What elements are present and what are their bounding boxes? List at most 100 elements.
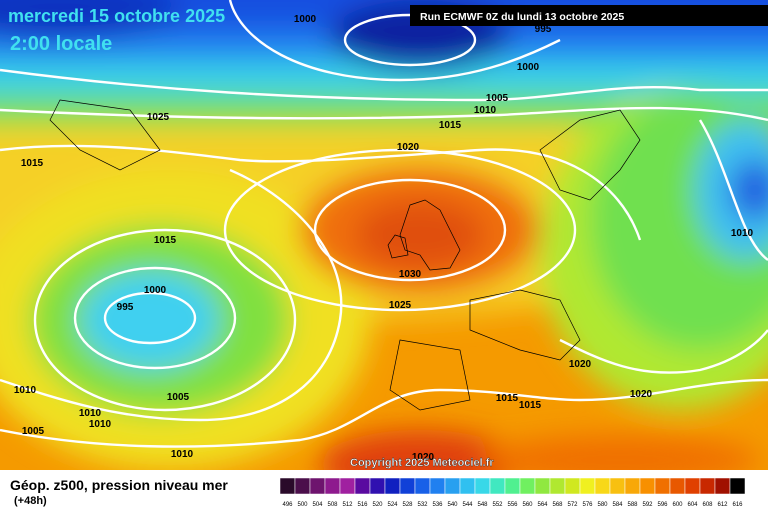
colorbar-tick-label: 516: [357, 502, 368, 508]
colorbar-tick-label: 500: [297, 502, 308, 508]
color-swatch: [429, 477, 446, 495]
color-swatch: [444, 477, 461, 495]
isobar-label: 1020: [569, 359, 592, 370]
color-swatch: [384, 477, 401, 495]
colorbar-tick-label: 544: [462, 502, 473, 508]
color-swatch: [489, 477, 506, 495]
colorbar-tick-label: 604: [687, 502, 698, 508]
color-swatch: [339, 477, 356, 495]
legend-subtitle: (+48h): [14, 495, 47, 507]
color-swatch: [324, 477, 341, 495]
color-swatch: [699, 477, 716, 495]
color-swatch: [609, 477, 626, 495]
color-swatch: [654, 477, 671, 495]
isobars: [0, 0, 768, 448]
color-swatch: [669, 477, 686, 495]
color-swatch: [534, 477, 551, 495]
colorbar-tick-label: 552: [492, 502, 503, 508]
run-box: [410, 5, 768, 26]
color-swatch: [369, 477, 386, 495]
color-swatch: [474, 477, 491, 495]
isobar-label: 1025: [147, 112, 170, 123]
coastlines: [49, 99, 641, 411]
colorbar: 496 500 504 508 512 516 520 524 528 532 536 540 544 5…: [279, 477, 746, 508]
colorbar-tick-label: 588: [627, 502, 638, 508]
isobar-label: 1015: [154, 235, 177, 246]
colorbar-tick-label: 512: [342, 502, 353, 508]
colorbar-tick-label: 496: [282, 502, 293, 508]
isobar-label: 995: [117, 302, 134, 313]
colorbar-tick-label: 528: [402, 502, 413, 508]
color-swatch: [459, 477, 476, 495]
colorbar-tick-label: 504: [312, 502, 323, 508]
color-swatch: [414, 477, 431, 495]
colorbar-tick-label: 524: [387, 502, 398, 508]
color-swatch: [354, 477, 371, 495]
isobar-label: 1005: [22, 426, 45, 437]
field: [0, 0, 768, 470]
isobar-label: 1015: [519, 400, 542, 411]
isobar-label: 1005: [486, 93, 509, 104]
colorbar-tick-label: 532: [417, 502, 428, 508]
isobar-label: 1015: [496, 393, 519, 404]
isobar-label: 1015: [21, 158, 44, 169]
color-swatch: [639, 477, 656, 495]
color-swatch: [519, 477, 536, 495]
color-swatch: [399, 477, 416, 495]
copyright: Copyright 2025 Meteociel.fr: [350, 457, 494, 469]
colorbar-tick-label: 596: [657, 502, 668, 508]
isobar-labels: 1000995100010051010102510151015102010151…: [14, 14, 754, 463]
colorbar-tick-label: 548: [477, 502, 488, 508]
colorbar-tick-label: 508: [327, 502, 338, 508]
colorbar-tick-label: 580: [597, 502, 608, 508]
isobar-label: 1030: [399, 269, 422, 280]
color-swatch: [504, 477, 521, 495]
colorbar-tick-label: 540: [447, 502, 458, 508]
isobar-label: 1010: [79, 408, 102, 419]
isobar-label: 1010: [474, 105, 497, 116]
isobar-label: 1000: [517, 62, 540, 73]
color-swatch: [309, 477, 326, 495]
isobar-label: 1010: [731, 228, 754, 239]
color-swatch: [294, 477, 311, 495]
color-swatch: [624, 477, 641, 495]
time-label: 2:00 locale: [10, 33, 112, 55]
isobar-label: 1010: [89, 419, 112, 430]
colorbar-tick-label: 536: [432, 502, 443, 508]
color-swatch: [279, 477, 296, 495]
color-swatch: [594, 477, 611, 495]
color-swatch: [579, 477, 596, 495]
isobar-label: 1025: [389, 300, 412, 311]
colorbar-tick-label: 560: [522, 502, 533, 508]
isobar-label: 1020: [630, 389, 653, 400]
colorbar-tick-label: 572: [567, 502, 578, 508]
run-label: Run ECMWF 0Z du lundi 13 octobre 2025: [420, 11, 624, 23]
colorbar-tick-label: 556: [507, 502, 518, 508]
color-swatch: [564, 477, 581, 495]
isobar-label: 1020: [397, 142, 420, 153]
isobar-label: 1005: [167, 392, 190, 403]
isobar-label: 1000: [294, 14, 317, 25]
colorbar-tick-label: 584: [612, 502, 623, 508]
colorbar-tick-label: 564: [537, 502, 548, 508]
isobar-label: 1020: [412, 452, 435, 463]
colorbar-tick-label: 592: [642, 502, 653, 508]
legend-title: Géop. z500, pression niveau mer: [10, 477, 228, 493]
isobar-label: 1010: [14, 385, 37, 396]
colorbar-tick-label: 612: [717, 502, 728, 508]
colorbar-tick-label: 576: [582, 502, 593, 508]
isobar-label: 995: [535, 24, 552, 35]
color-swatch: [549, 477, 566, 495]
colorbar-tick-label: 616: [732, 502, 743, 508]
colorbar-tick-label: 520: [372, 502, 383, 508]
isobar-label: 1015: [439, 120, 462, 131]
color-swatch: [714, 477, 731, 495]
color-swatch: [684, 477, 701, 495]
isobar-label: 1000: [144, 285, 167, 296]
date-label: mercredi 15 octobre 2025: [8, 6, 225, 26]
colorbar-tick-label: 600: [672, 502, 683, 508]
colorbar-tick-label: 608: [702, 502, 713, 508]
isobar-label: 1010: [171, 449, 194, 460]
